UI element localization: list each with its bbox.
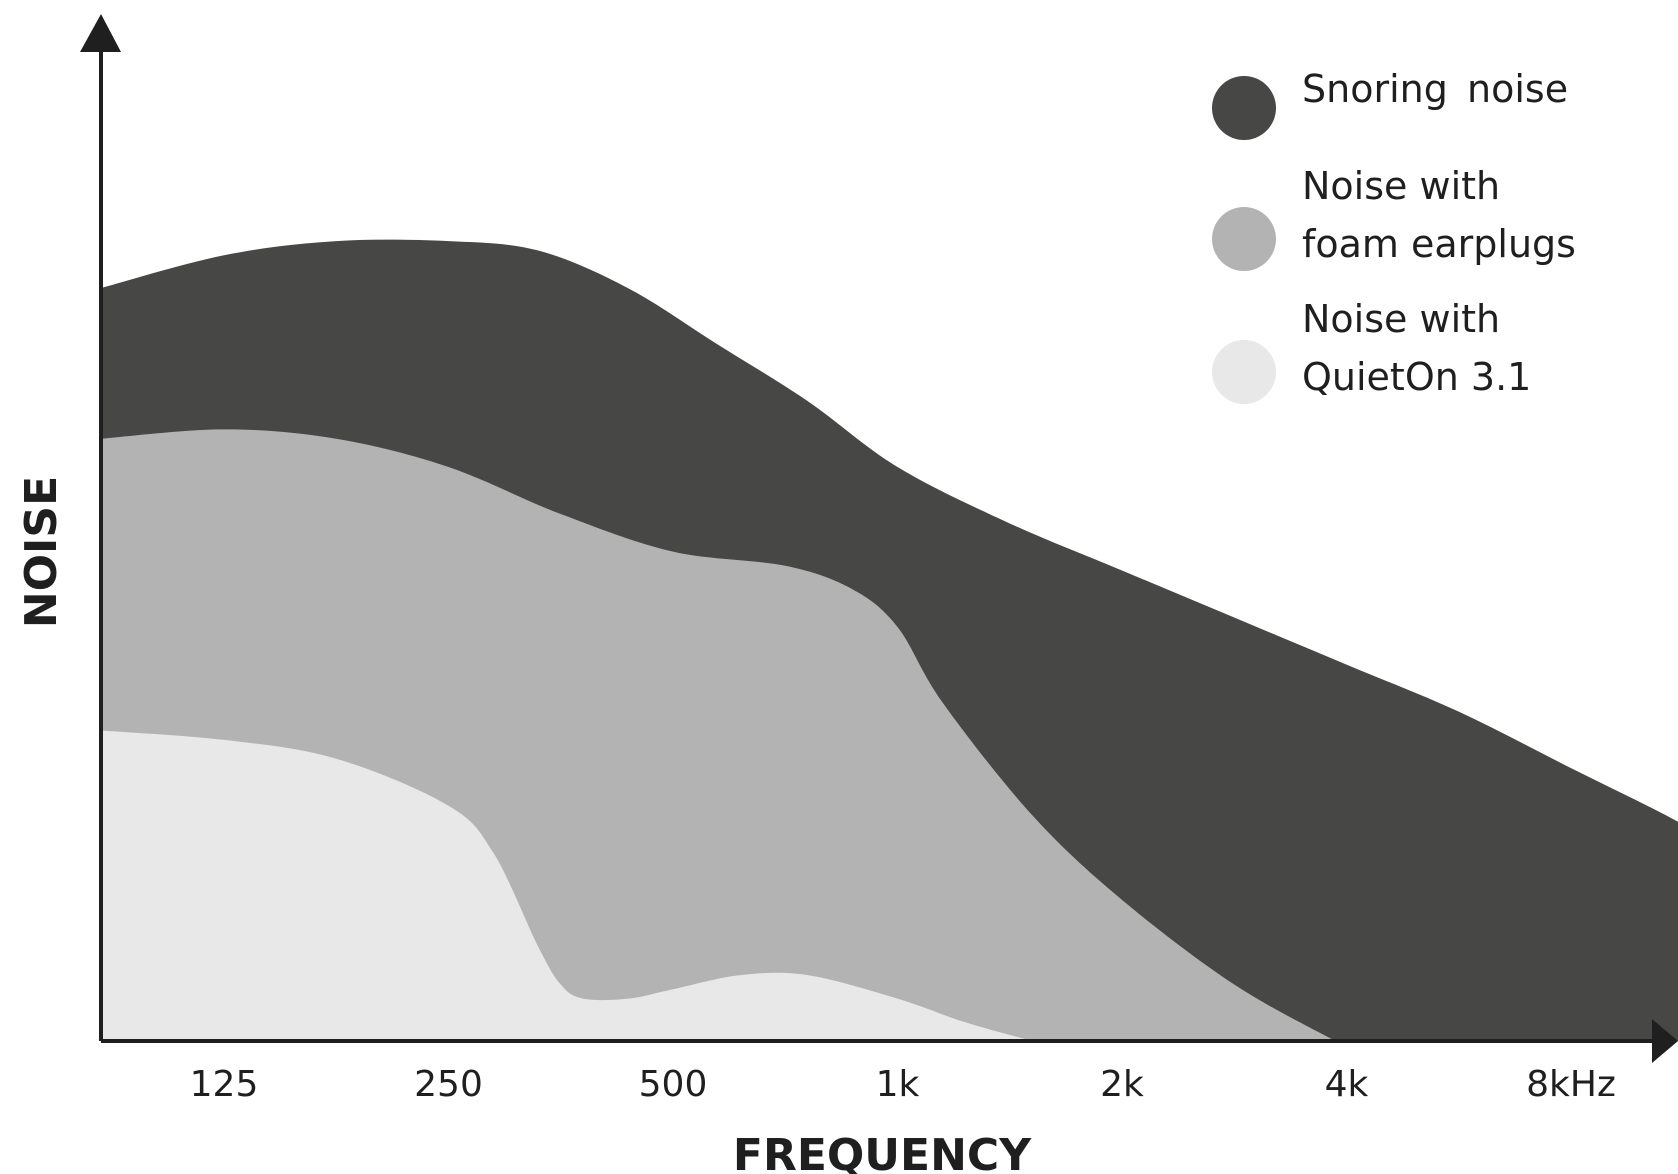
area-series-group xyxy=(100,239,1678,1042)
y-axis-arrowhead xyxy=(80,14,121,52)
legend-swatch-3 xyxy=(1212,340,1276,404)
y-axis-title: NOISE xyxy=(16,476,67,628)
x-tick-label: 1k xyxy=(876,1064,920,1105)
x-tick-label: 250 xyxy=(414,1064,483,1105)
x-tick-label: 4k xyxy=(1325,1064,1369,1105)
axes xyxy=(80,14,1678,1063)
x-axis-arrowhead xyxy=(1652,1019,1678,1063)
legend-swatch-1 xyxy=(1212,76,1276,140)
legend-label-2: Noise with foam earplugs xyxy=(1302,164,1576,266)
x-axis-title: FREQUENCY xyxy=(733,1130,1032,1174)
area-series-3 xyxy=(100,730,1033,1041)
x-tick-label: 125 xyxy=(190,1064,259,1105)
legend-swatch-2 xyxy=(1212,207,1276,271)
legend: Snoring noise Noise with foam earplugs Noise… xyxy=(1212,67,1576,404)
x-tick-label: 2k xyxy=(1100,1064,1144,1105)
x-tick-label: 500 xyxy=(639,1064,708,1105)
legend-label-1: Snoring noise xyxy=(1302,67,1568,111)
legend-label-3: Noise with QuietOn 3.1 xyxy=(1302,297,1531,399)
x-tick-labels: 125 250 500 1k 2k 4k 8kHz xyxy=(190,1064,1616,1105)
x-tick-label: 8kHz xyxy=(1526,1064,1616,1105)
